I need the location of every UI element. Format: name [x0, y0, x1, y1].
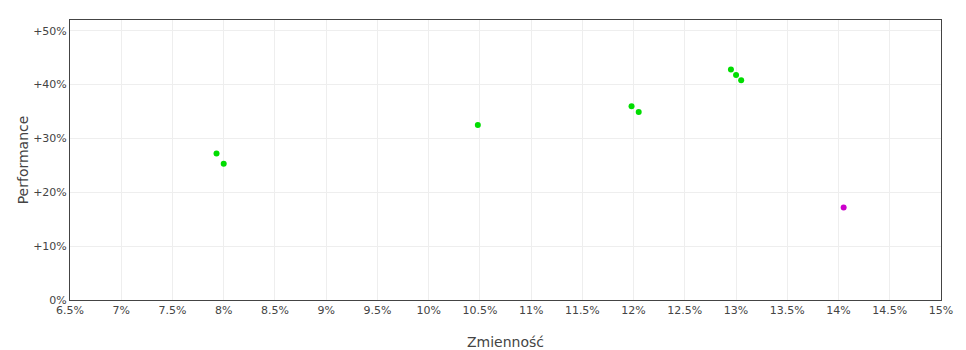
svg-text:+50%: +50%	[33, 25, 67, 38]
svg-text:14.5%: 14.5%	[872, 304, 907, 317]
svg-text:8%: 8%	[215, 304, 232, 317]
svg-text:Zmienność: Zmienność	[467, 334, 544, 350]
svg-text:10%: 10%	[416, 304, 440, 317]
svg-text:12.5%: 12.5%	[667, 304, 702, 317]
svg-text:+10%: +10%	[33, 240, 67, 253]
svg-text:6.5%: 6.5%	[56, 304, 84, 317]
svg-text:8.5%: 8.5%	[261, 304, 289, 317]
svg-text:7%: 7%	[113, 304, 130, 317]
svg-text:+30%: +30%	[33, 132, 67, 145]
svg-text:9.5%: 9.5%	[363, 304, 391, 317]
svg-text:9%: 9%	[317, 304, 334, 317]
svg-text:11%: 11%	[519, 304, 543, 317]
svg-text:7.5%: 7.5%	[158, 304, 186, 317]
svg-text:13%: 13%	[724, 304, 748, 317]
svg-text:10.5%: 10.5%	[462, 304, 497, 317]
svg-text:+20%: +20%	[33, 186, 67, 199]
svg-text:Performance: Performance	[15, 116, 31, 205]
svg-text:11.5%: 11.5%	[565, 304, 600, 317]
svg-text:15%: 15%	[929, 304, 953, 317]
svg-text:13.5%: 13.5%	[770, 304, 805, 317]
svg-text:14%: 14%	[826, 304, 850, 317]
svg-text:+40%: +40%	[33, 78, 67, 91]
svg-text:0%: 0%	[49, 294, 66, 307]
svg-text:12%: 12%	[621, 304, 645, 317]
